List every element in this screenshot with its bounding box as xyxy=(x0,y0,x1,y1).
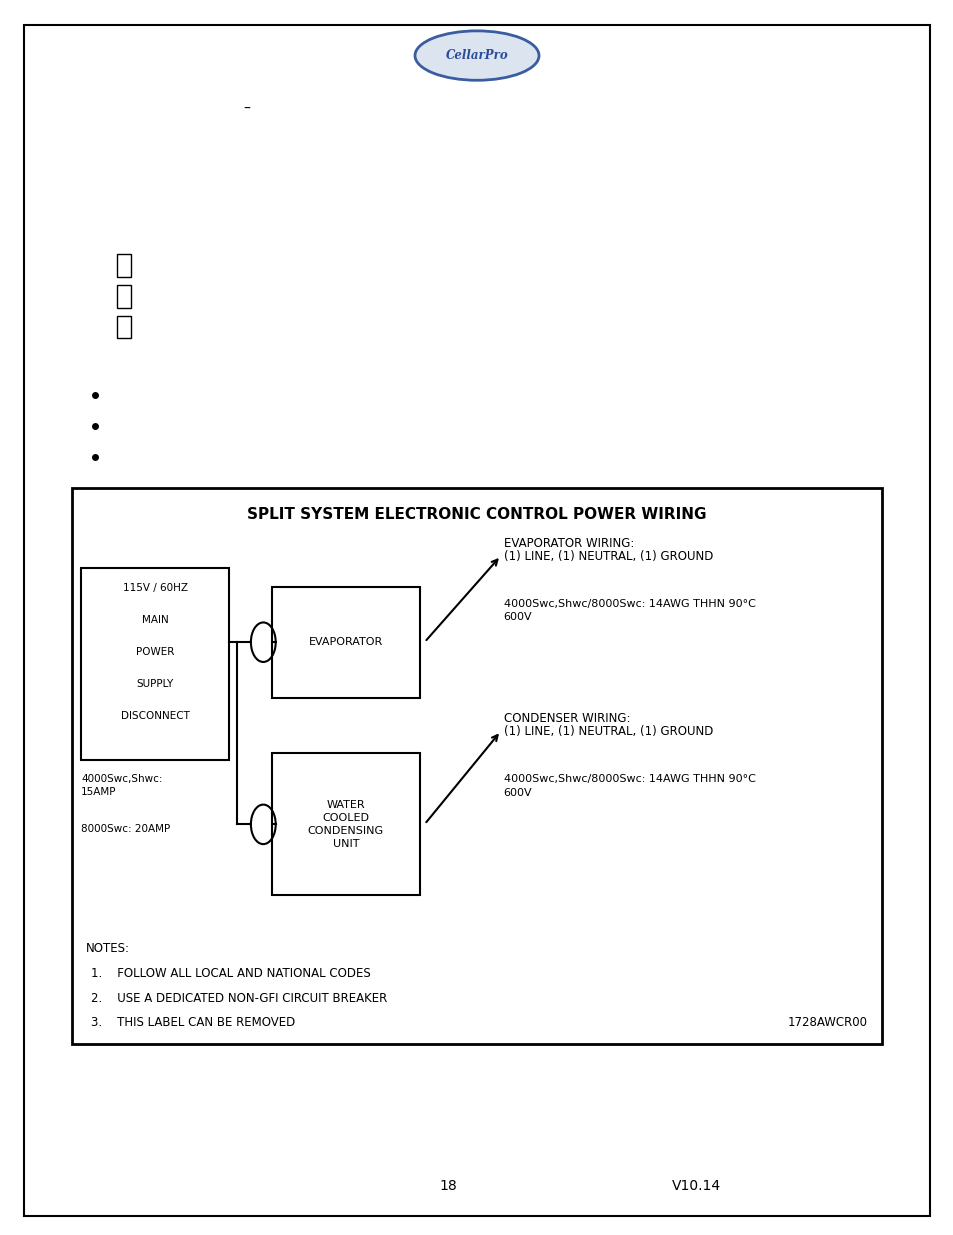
Bar xyxy=(117,254,131,277)
Text: V10.14: V10.14 xyxy=(671,1178,720,1193)
Text: SUPPLY: SUPPLY xyxy=(136,679,173,689)
Text: (1) LINE, (1) NEUTRAL, (1) GROUND: (1) LINE, (1) NEUTRAL, (1) GROUND xyxy=(503,550,712,563)
Text: 4000Swc,Shwc:
15AMP: 4000Swc,Shwc: 15AMP xyxy=(81,774,162,797)
Text: EVAPORATOR: EVAPORATOR xyxy=(309,637,382,647)
Text: –: – xyxy=(243,101,250,116)
Text: EVAPORATOR WIRING:: EVAPORATOR WIRING: xyxy=(503,536,634,550)
Text: 8000Swc: 20AMP: 8000Swc: 20AMP xyxy=(81,824,171,834)
Text: CONDENSER WIRING:: CONDENSER WIRING: xyxy=(503,711,630,725)
Text: 2.    USE A DEDICATED NON-GFI CIRCUIT BREAKER: 2. USE A DEDICATED NON-GFI CIRCUIT BREAK… xyxy=(91,992,387,1005)
Text: CellarPro: CellarPro xyxy=(445,49,508,62)
Text: 1.    FOLLOW ALL LOCAL AND NATIONAL CODES: 1. FOLLOW ALL LOCAL AND NATIONAL CODES xyxy=(91,967,370,981)
Bar xyxy=(117,285,131,308)
Bar xyxy=(272,587,419,698)
Text: (1) LINE, (1) NEUTRAL, (1) GROUND: (1) LINE, (1) NEUTRAL, (1) GROUND xyxy=(503,725,712,739)
Text: NOTES:: NOTES: xyxy=(86,942,130,956)
Bar xyxy=(272,753,419,895)
Text: SPLIT SYSTEM ELECTRONIC CONTROL POWER WIRING: SPLIT SYSTEM ELECTRONIC CONTROL POWER WI… xyxy=(247,508,706,522)
Text: 3.    THIS LABEL CAN BE REMOVED: 3. THIS LABEL CAN BE REMOVED xyxy=(91,1016,294,1030)
Text: POWER: POWER xyxy=(135,647,174,657)
Text: WATER
COOLED
CONDENSING
UNIT: WATER COOLED CONDENSING UNIT xyxy=(308,799,383,850)
Bar xyxy=(117,316,131,338)
Text: 4000Swc,Shwc/8000Swc: 14AWG THHN 90°C
600V: 4000Swc,Shwc/8000Swc: 14AWG THHN 90°C 60… xyxy=(503,774,755,798)
Text: DISCONNECT: DISCONNECT xyxy=(120,711,190,721)
Text: 4000Swc,Shwc/8000Swc: 14AWG THHN 90°C
600V: 4000Swc,Shwc/8000Swc: 14AWG THHN 90°C 60… xyxy=(503,599,755,622)
Ellipse shape xyxy=(415,31,538,80)
Text: 1728AWCR00: 1728AWCR00 xyxy=(787,1015,867,1029)
Text: 115V / 60HZ: 115V / 60HZ xyxy=(122,583,188,593)
Bar xyxy=(81,568,229,760)
Text: MAIN: MAIN xyxy=(141,615,169,625)
Bar xyxy=(71,488,882,1044)
Text: 18: 18 xyxy=(439,1178,456,1193)
